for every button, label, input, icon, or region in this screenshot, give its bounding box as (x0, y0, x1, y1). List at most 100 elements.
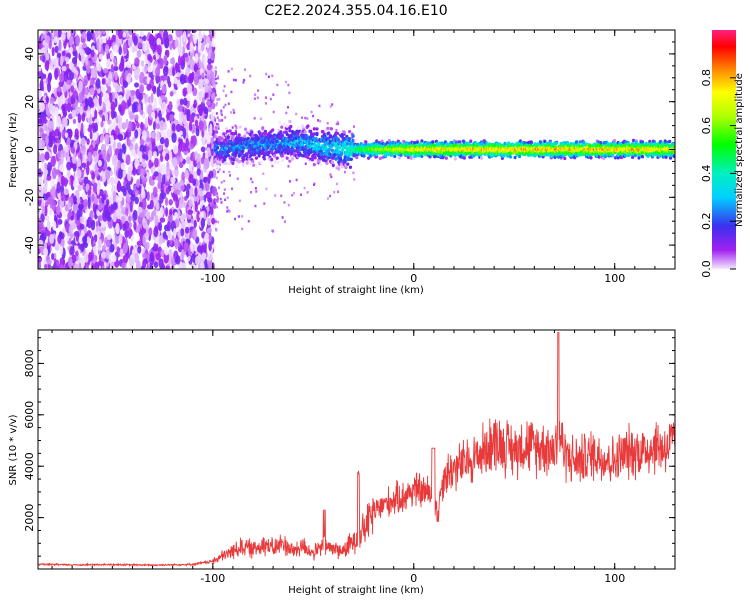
spectrogram-noise-cell (92, 132, 98, 141)
spectrogram-noise-cell (82, 198, 89, 207)
spectrogram-noise-cell (152, 54, 157, 61)
spectrogram-speck (301, 116, 304, 119)
spectrogram-noise-cell (41, 204, 45, 215)
spectrogram-noise-cell (141, 98, 145, 105)
spectrogram-noise-cell (156, 86, 161, 98)
spectrogram-ridge-cell (251, 159, 255, 164)
spectrogram-ridge-cell (351, 134, 355, 138)
spectrogram-ridge-cell (275, 156, 279, 160)
spectrogram-ridge-cell (234, 131, 238, 136)
spectrogram-noise-cell (140, 168, 144, 180)
spectrogram-noise-cell (200, 211, 204, 218)
spectrogram-ridge-cell (413, 140, 417, 145)
spectrogram-speck (220, 181, 223, 184)
spectrogram-ridge-cell (342, 130, 346, 134)
spectrogram-ridge-cell (289, 124, 293, 129)
spectrogram-noise-cell (146, 83, 152, 91)
spectrogram-speck (218, 119, 221, 123)
spectrogram-noise-cell (201, 129, 205, 138)
spectrogram-ridge-cell (231, 161, 235, 165)
spectrogram-noise-cell (51, 57, 58, 66)
spectrogram-noise-cell (111, 254, 117, 263)
spectrogram-noise-cell (117, 195, 123, 202)
spectrogram-speck (329, 194, 332, 198)
spectrogram-noise-cell (97, 203, 103, 211)
spectrogram-noise-cell (174, 238, 179, 250)
spectrogram-noise-cell (74, 128, 79, 137)
spectrogram-speck (283, 220, 286, 223)
spectrogram-noise-cell (67, 201, 71, 209)
spectrogram-noise-cell (129, 144, 133, 151)
spectrogram-ridge-cell (312, 132, 316, 136)
spectrogram-noise-cell (71, 57, 78, 65)
spectrogram-speck (253, 117, 256, 120)
spectrogram-noise-cell (44, 215, 50, 221)
spectrogram-noise-cell (153, 171, 159, 177)
spectrogram-noise-cell (84, 56, 89, 66)
spectrogram-ridge-cell (284, 137, 288, 141)
spectrogram-noise-cell (125, 94, 130, 101)
spectrogram-noise-cell (38, 41, 43, 50)
spectrogram-ridge-cell (348, 165, 353, 169)
spectrogram-noise-cell (210, 92, 216, 100)
spectrogram-speck (236, 177, 239, 180)
spectrogram-noise-cell (172, 227, 177, 240)
spectrogram-noise-cell (116, 246, 120, 254)
spectrogram-noise-cell (190, 218, 195, 224)
spectrogram-noise-cell (105, 251, 110, 260)
spectrogram-ridge-cell (234, 165, 239, 169)
spectrogram-noise-cell (207, 197, 213, 203)
spectrogram-speck (257, 89, 260, 92)
spectrogram-speck (226, 206, 229, 209)
spectrogram-ridge-cell (330, 160, 334, 164)
spectrogram-noise-cell (110, 101, 116, 112)
spectrogram-speck (253, 97, 256, 100)
spectrogram-noise-cell (45, 61, 49, 72)
spectrogram-speck (337, 122, 340, 126)
spectrogram-ridge-cell (281, 158, 285, 163)
spectrogram-ridge-cell (248, 160, 252, 165)
spectrogram-noise-cell (140, 121, 144, 131)
spectrogram-speck (318, 104, 321, 108)
spectrogram-noise-cell (43, 73, 47, 79)
spectrogram-noise-cell (161, 84, 167, 94)
spectrogram-speck (229, 174, 232, 177)
spectrogram-noise-cell (147, 53, 152, 61)
spectrogram-speck (230, 90, 233, 94)
spectrogram-noise-cell (127, 36, 133, 48)
spectrogram-noise-cell (207, 217, 211, 226)
spectrogram-noise-cell (49, 96, 55, 105)
spectrogram-noise-cell (59, 245, 64, 256)
spectrogram-noise-cell (56, 86, 62, 92)
spectrogram-speck (287, 203, 290, 207)
spectrogram-noise-cell (148, 33, 155, 46)
spectrogram-noise-cell (87, 151, 92, 162)
spectrogram-ridge-cell (312, 162, 316, 167)
spectrogram-noise-cell (185, 156, 191, 165)
spectrogram-noise-cell (77, 184, 82, 192)
spectrogram-noise-cell (60, 153, 64, 165)
spectrogram-noise-cell (192, 229, 197, 241)
spectrogram-noise-cell (84, 97, 89, 109)
spectrogram-noise-cell (211, 217, 216, 225)
spectrogram-noise-cell (120, 162, 126, 171)
spectrogram-noise-cell (164, 206, 169, 217)
spectrogram-noise-cell (100, 85, 106, 93)
spectrogram-noise-cell (55, 115, 62, 128)
spectrogram-speck (222, 170, 225, 174)
spectrogram-noise-cell (159, 206, 165, 217)
spectrogram-noise-cell (79, 223, 85, 230)
spectrogram-speck (312, 183, 315, 186)
spectrogram-marks (38, 30, 675, 269)
spectrogram-noise-cell (100, 251, 107, 259)
spectrogram-noise-cell (161, 101, 167, 112)
spectrogram-ridge-cell (469, 139, 473, 143)
spectrogram-noise-cell (196, 168, 201, 176)
spectrogram-speck (222, 89, 225, 93)
spectrogram-noise-cell (71, 156, 77, 164)
spectrogram-ridge-cell (331, 163, 335, 168)
spectrogram-noise-cell (51, 46, 55, 57)
spectrogram-noise-cell (169, 42, 173, 51)
spectrogram-ridge-cell (326, 126, 330, 131)
spectrogram-noise-cell (86, 138, 90, 145)
